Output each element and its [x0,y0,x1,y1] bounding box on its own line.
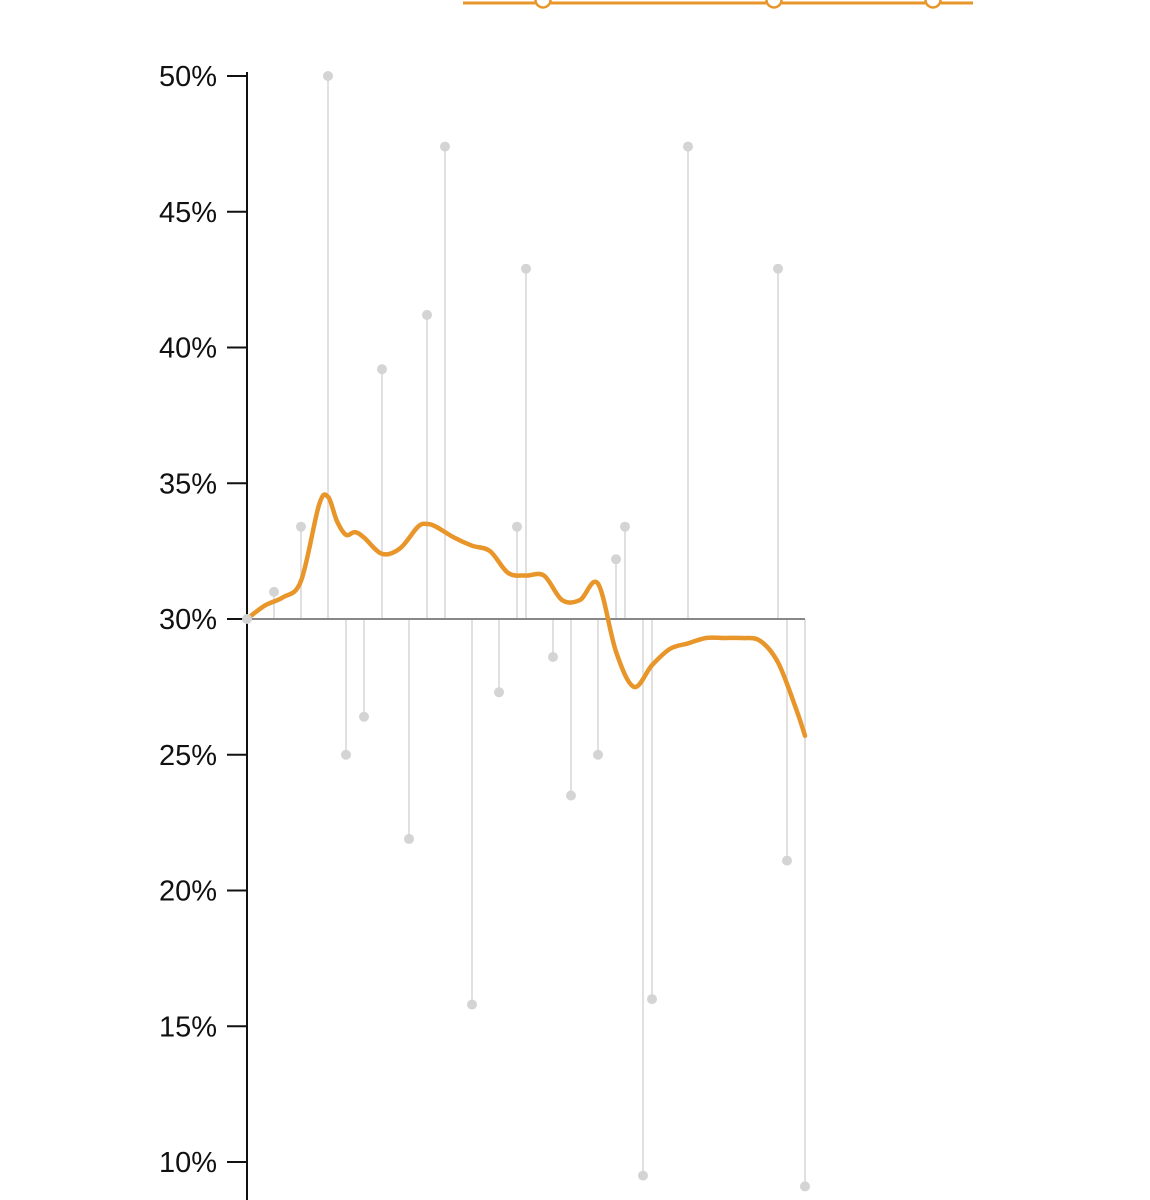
data-point [773,263,783,274]
data-point [440,141,450,152]
legend-marker [534,0,552,9]
legend-fragment [463,0,973,9]
data-point [593,749,603,760]
data-point [422,309,432,320]
trend-line [244,492,808,738]
data-point [647,994,657,1005]
y-tick-label: 45% [159,197,217,229]
y-tick-label: 35% [159,468,217,500]
data-point [296,521,306,532]
data-point [800,1181,810,1192]
data-point [611,554,621,565]
y-tick-label: 40% [159,333,217,365]
data-point [377,364,387,375]
data-point [512,521,522,532]
data-point [548,652,558,663]
points-layer [242,71,810,1192]
data-point [341,749,351,760]
data-point [494,687,504,698]
data-point [638,1170,648,1181]
data-point [467,999,477,1010]
y-tick-label: 20% [159,876,217,908]
data-point [323,71,333,81]
y-tick-label: 50% [159,61,217,93]
stems-layer [273,76,806,1187]
data-point [566,790,576,801]
data-point [782,855,792,866]
data-point [521,263,531,274]
data-point [242,614,252,624]
data-point [404,833,414,844]
y-tick-label: 30% [159,604,217,636]
data-point [359,711,369,722]
legend-marker [765,0,783,9]
data-point [683,141,693,152]
legend-marker [924,0,942,9]
data-point [620,521,630,532]
y-tick-label: 25% [159,740,217,772]
y-tick-label: 15% [159,1011,217,1043]
y-tick-label: 10% [159,1147,217,1179]
y-axis-ticks: 50% 45% 40% 35% 30% 25% 20% 15% 10% [159,61,247,1179]
data-point [269,586,279,597]
